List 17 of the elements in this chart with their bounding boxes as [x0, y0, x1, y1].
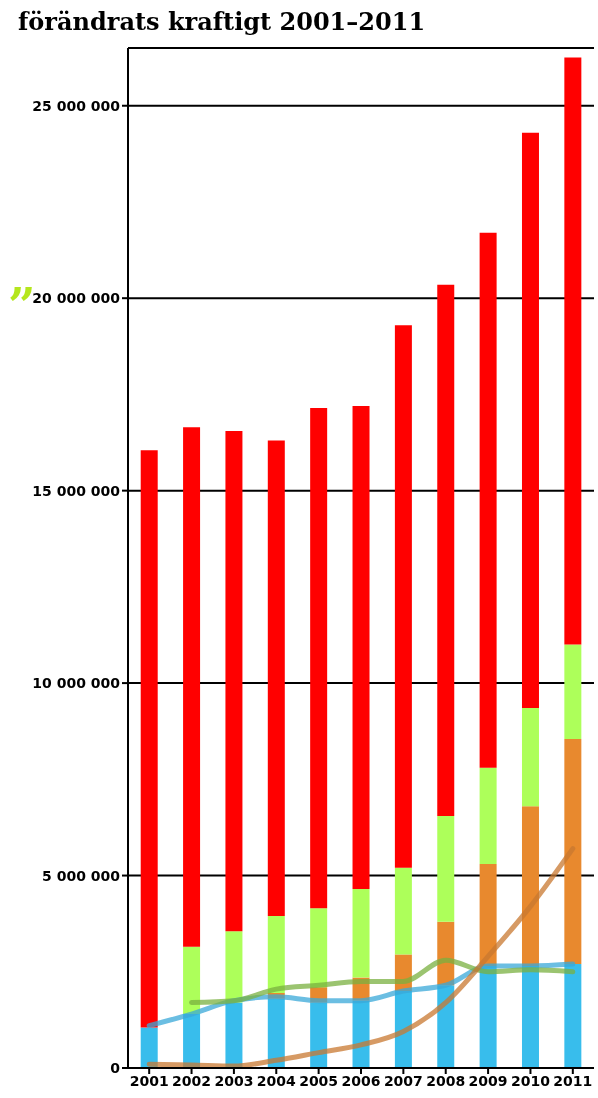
y-tick-label: 5 000 000	[42, 867, 121, 884]
x-tick-label: 2010	[510, 1072, 551, 1089]
x-tick-label: 2011	[553, 1072, 593, 1089]
x-tick-label: 2008	[426, 1072, 466, 1089]
chart-title: förändrats kraftigt 2001–2011	[17, 7, 427, 36]
y-tick-label: 0	[110, 1059, 121, 1076]
y-tick-label: 25 000 000	[32, 97, 121, 114]
y-tick-label: 10 000 000	[32, 675, 121, 692]
x-tick-label: 2007	[383, 1072, 423, 1089]
x-tick-label: 2002	[172, 1072, 212, 1089]
x-tick-label: 2001	[129, 1072, 169, 1089]
x-tick-label: 2004	[256, 1072, 297, 1089]
x-tick-label: 2005	[299, 1072, 339, 1089]
x-tick-label: 2009	[468, 1072, 508, 1089]
x-tick-label: 2003	[214, 1072, 254, 1089]
y-tick-label: 15 000 000	[32, 482, 121, 499]
x-tick-label: 2006	[341, 1072, 381, 1089]
